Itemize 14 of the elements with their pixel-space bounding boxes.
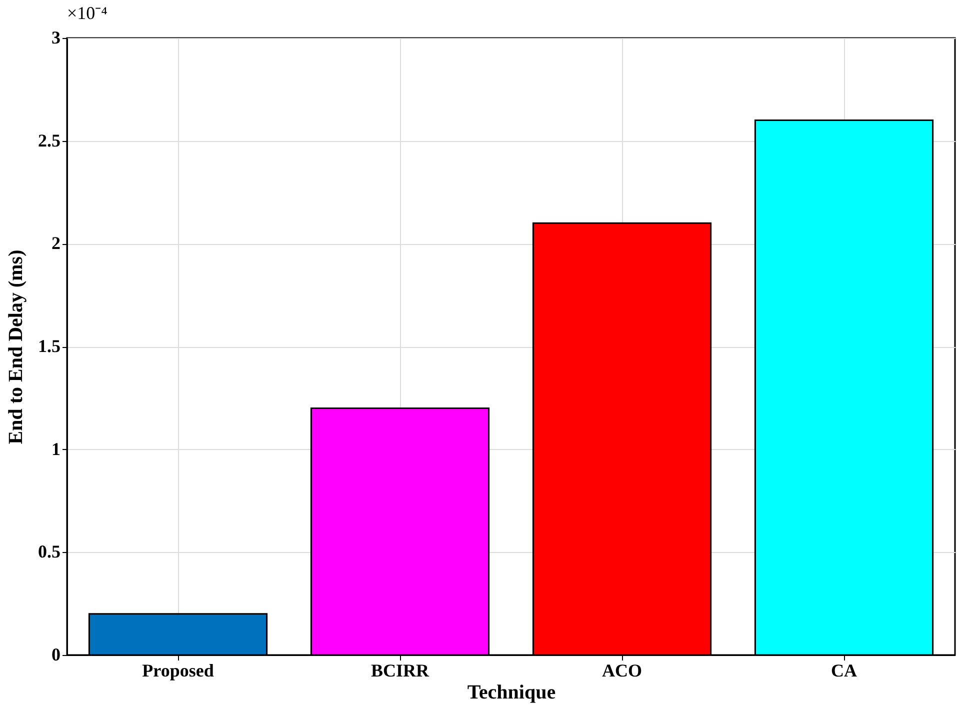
y-tick-label: 1.5 (38, 336, 60, 356)
x-tick-label: BCIRR (370, 660, 430, 680)
y-tick-label: 2 (52, 233, 60, 254)
x-tick-label: CA (831, 660, 857, 680)
x-axis-title: Technique (467, 682, 556, 704)
text: ×10⁻⁴ (67, 3, 108, 23)
x-tick-label: Proposed (142, 660, 214, 680)
y-axis-title: End to End Delay (ms) (5, 250, 27, 444)
y-tick-label: 1 (52, 438, 60, 459)
y-tick-label: 0 (52, 644, 60, 664)
y-tick-label: 3 (52, 28, 60, 48)
y-tick-label: 2.5 (38, 130, 60, 150)
y-tick-label: 0.5 (38, 542, 60, 562)
x-tick-label: ACO (602, 660, 642, 680)
